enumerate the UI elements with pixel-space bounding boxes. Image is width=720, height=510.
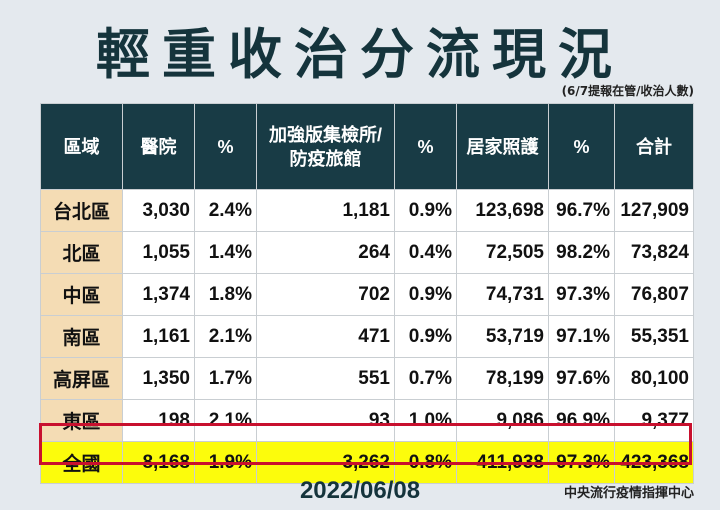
cell-quarantine: 551 [256, 357, 395, 400]
data-note: (6/7提報在管/收治人數) [561, 84, 694, 98]
table-row: 北區 1,055 1.4% 264 0.4% 72,505 98.2% 73,824 [40, 231, 694, 274]
cell-region: 北區 [40, 231, 123, 274]
cell-home-care-pct: 96.9% [548, 399, 615, 442]
table-row: 台北區 3,030 2.4% 1,181 0.9% 123,698 96.7% 127,909 [40, 189, 694, 232]
cell-home-care-pct: 96.7% [548, 189, 615, 232]
source-label: 中央流行疫情指揮中心 [563, 486, 694, 501]
cell-quarantine: 93 [256, 399, 395, 442]
cell-quarantine-pct: 0.9% [394, 315, 457, 358]
header-hospital: 醫院 [122, 103, 195, 190]
cell-region: 高屏區 [40, 357, 123, 400]
cell-hospital-pct: 1.8% [194, 273, 257, 316]
cell-total: 73,824 [614, 231, 694, 274]
cell-hospital-pct: 2.1% [194, 315, 257, 358]
table-row: 東區 198 2.1% 93 1.0% 9,086 96.9% 9,377 [40, 399, 694, 442]
header-hospital-pct: % [194, 103, 257, 190]
cell-quarantine: 264 [256, 231, 395, 274]
page-title: 輕重收治分流現況 [96, 23, 624, 86]
cell-hospital-pct: 2.4% [194, 189, 257, 232]
cell-total: 127,909 [614, 189, 694, 232]
cell-total: 76,807 [614, 273, 694, 316]
cell-region: 東區 [40, 399, 123, 442]
cell-home-care-pct: 97.6% [548, 357, 615, 400]
cell-home-care: 74,731 [456, 273, 549, 316]
cell-quarantine: 702 [256, 273, 395, 316]
table-row: 高屏區 1,350 1.7% 551 0.7% 78,199 97.6% 80,100 [40, 357, 694, 400]
cell-hospital-pct: 1.7% [194, 357, 257, 400]
cell-hospital-pct: 1.4% [194, 231, 257, 274]
cell-quarantine-pct: 0.4% [394, 231, 457, 274]
cell-total: 80,100 [614, 357, 694, 400]
cell-home-care: 72,505 [456, 231, 549, 274]
cell-home-care-pct: 98.2% [548, 231, 615, 274]
report-date: 2022/06/08 [299, 477, 421, 504]
header-region: 區域 [40, 103, 123, 190]
table-row: 南區 1,161 2.1% 471 0.9% 53,719 97.1% 55,351 [40, 315, 694, 358]
cell-region: 南區 [40, 315, 123, 358]
cell-hospital: 1,374 [122, 273, 195, 316]
cell-region: 台北區 [40, 189, 123, 232]
cell-quarantine: 1,181 [256, 189, 395, 232]
cell-home-care: 123,698 [456, 189, 549, 232]
cell-total: 55,351 [614, 315, 694, 358]
cell-hospital: 3,030 [122, 189, 195, 232]
header-home-care-pct: % [548, 103, 615, 190]
cell-hospital: 198 [122, 399, 195, 442]
cell-home-care: 78,199 [456, 357, 549, 400]
cell-home-care-pct: 97.3% [548, 273, 615, 316]
cell-quarantine-pct: 0.9% [394, 273, 457, 316]
table-row: 中區 1,374 1.8% 702 0.9% 74,731 97.3% 76,807 [40, 273, 694, 316]
cell-hospital: 1,161 [122, 315, 195, 358]
cell-home-care-pct: 97.1% [548, 315, 615, 358]
cell-home-care: 53,719 [456, 315, 549, 358]
header-quarantine-pct: % [394, 103, 457, 190]
header-total: 合計 [614, 103, 694, 190]
cell-home-care: 9,086 [456, 399, 549, 442]
cell-region: 中區 [40, 273, 123, 316]
cell-total: 9,377 [614, 399, 694, 442]
cell-quarantine-pct: 1.0% [394, 399, 457, 442]
header-quarantine: 加強版集檢所/ 防疫旅館 [256, 103, 395, 190]
cell-quarantine: 471 [256, 315, 395, 358]
triage-table: 區域 醫院 % 加強版集檢所/ 防疫旅館 % 居家照護 % 合計 台北區 3,03… [40, 103, 694, 484]
header-row: 區域 醫院 % 加強版集檢所/ 防疫旅館 % 居家照護 % 合計 [40, 103, 694, 190]
cell-quarantine-pct: 0.9% [394, 189, 457, 232]
cell-hospital: 1,055 [122, 231, 195, 274]
header-home-care: 居家照護 [456, 103, 549, 190]
cell-hospital-pct: 2.1% [194, 399, 257, 442]
cell-hospital: 1,350 [122, 357, 195, 400]
cell-quarantine-pct: 0.7% [394, 357, 457, 400]
